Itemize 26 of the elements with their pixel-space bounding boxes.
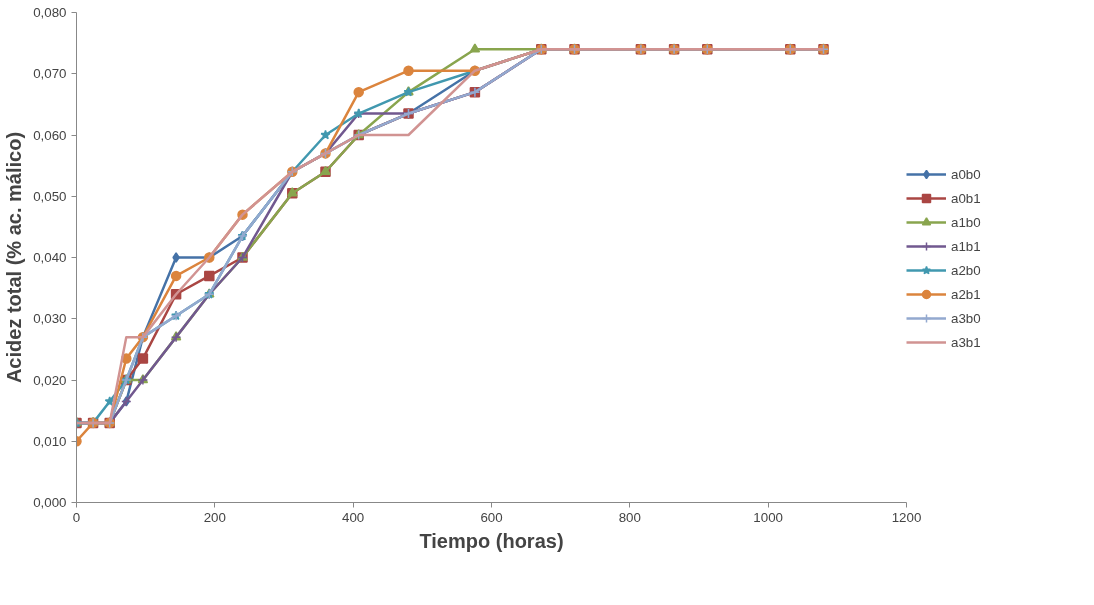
y-tick-label: 0,030 [33, 311, 67, 327]
y-tick-label: 0,080 [33, 5, 67, 20]
legend-label: a0b0 [951, 166, 981, 182]
y-tick-label: 0,050 [33, 188, 67, 204]
x-tick-label: 400 [342, 509, 365, 525]
x-tick-label: 1200 [891, 509, 922, 525]
legend-label: a3b1 [951, 334, 981, 350]
x-tick-label: 0 [72, 509, 81, 525]
y-tick-label: 0,040 [33, 250, 67, 265]
y-tick-label: 0,020 [33, 372, 67, 388]
x-tick-label: 800 [618, 509, 641, 525]
y-tick-label: 0,060 [33, 127, 67, 143]
y-tick-label: 0,000 [33, 495, 67, 510]
legend-label: a3b0 [951, 310, 981, 326]
y-tick-label: 0,010 [33, 433, 67, 449]
y-tick-label: 0,070 [33, 66, 67, 82]
legend-label: a1b0 [951, 214, 981, 230]
legend-label: a1b1 [951, 238, 981, 254]
y-axis-title: Acidez total (% ac. málico) [3, 131, 26, 384]
x-axis-title: Tiempo (horas) [419, 529, 564, 552]
x-tick-label: 1000 [753, 509, 783, 525]
x-tick-label: 200 [203, 509, 226, 525]
legend-label: a2b1 [951, 286, 981, 302]
x-tick-label: 600 [480, 509, 503, 525]
legend-label: a2b0 [951, 262, 981, 278]
legend-label: a0b1 [951, 190, 981, 206]
